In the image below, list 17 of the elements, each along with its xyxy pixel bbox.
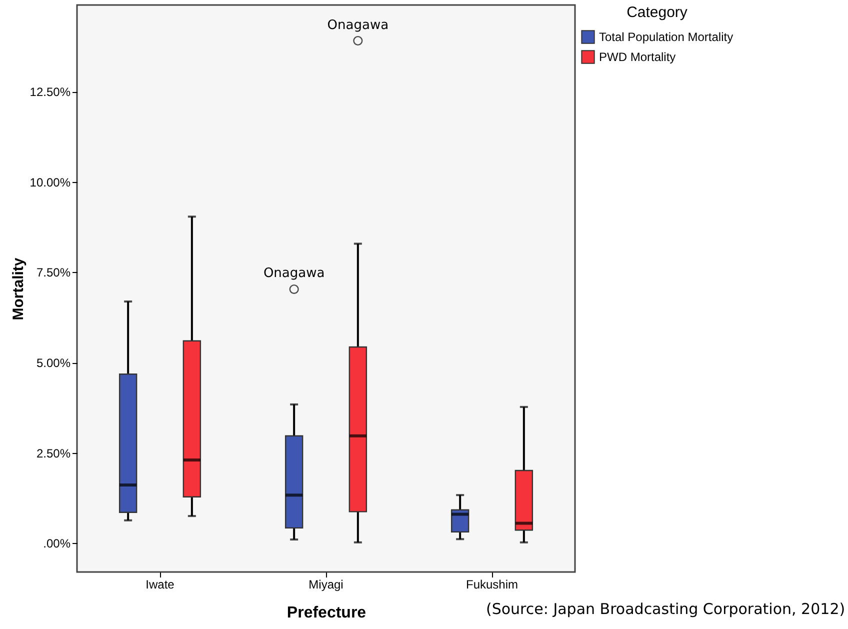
y-tick-label: 12.50% bbox=[30, 85, 71, 100]
y-tick-label: 5.00% bbox=[36, 356, 71, 370]
annotation: Onagawa bbox=[327, 18, 389, 33]
y-tick-label: 2.50% bbox=[36, 446, 71, 460]
x-tick-label: Fukushim bbox=[466, 578, 518, 592]
legend-title: Category bbox=[626, 4, 688, 21]
y-tick-label: .00% bbox=[43, 536, 71, 551]
legend-label: PWD Mortality bbox=[599, 50, 676, 64]
x-axis-title: Prefecture bbox=[286, 604, 366, 622]
legend-label: Total Population Mortality bbox=[599, 30, 734, 44]
x-tick-label: Iwate bbox=[146, 578, 175, 592]
y-axis-title: Mortality bbox=[10, 257, 27, 320]
text: (Source: Japan Broadcasting Corporation, 2012) bbox=[486, 600, 846, 618]
annotation: Onagawa bbox=[263, 266, 325, 282]
x-tick-label: Miyagi bbox=[308, 578, 344, 592]
y-tick-label: 7.50% bbox=[36, 266, 71, 280]
y-tick-label: 10.00% bbox=[30, 175, 71, 190]
